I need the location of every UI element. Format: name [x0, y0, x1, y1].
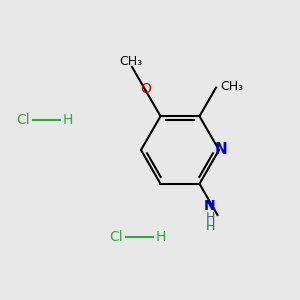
Text: Cl: Cl — [110, 230, 123, 244]
Text: H: H — [205, 220, 215, 233]
Text: N: N — [215, 142, 228, 158]
Text: O: O — [140, 82, 151, 96]
Text: CH₃: CH₃ — [119, 55, 142, 68]
Text: H: H — [63, 113, 74, 127]
Text: CH₃: CH₃ — [220, 80, 244, 93]
Text: H: H — [156, 230, 166, 244]
Text: H: H — [205, 212, 215, 224]
Text: Cl: Cl — [16, 113, 30, 127]
Text: N: N — [204, 199, 216, 213]
